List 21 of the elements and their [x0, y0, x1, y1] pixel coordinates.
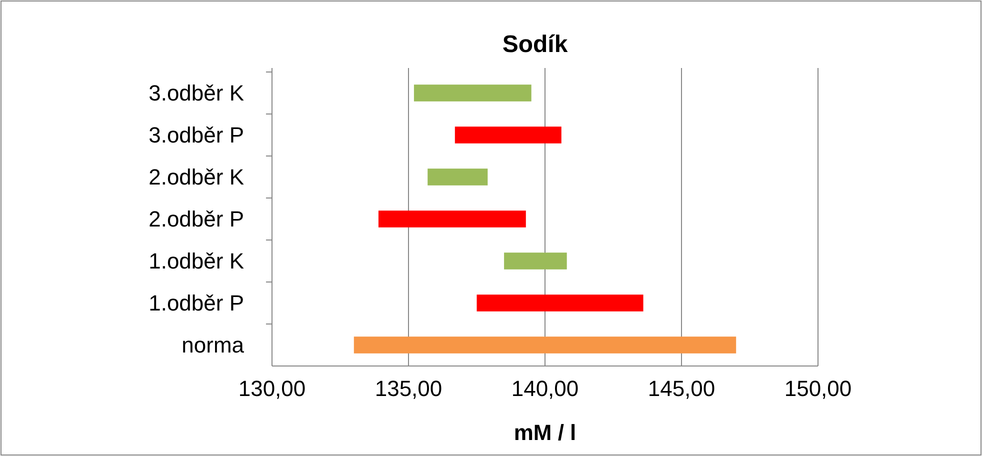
bar [354, 336, 736, 354]
y-tick-label: norma [182, 332, 245, 358]
y-tick-label: 3.odběr K [148, 80, 244, 106]
y-tick-label: 2.odběr P [148, 206, 244, 232]
bar [428, 168, 488, 186]
x-tick-label: 140,00 [511, 376, 579, 401]
y-tick-label: 2.odběr K [148, 164, 244, 190]
y-tick-label: 1.odběr K [148, 248, 244, 274]
bar [414, 84, 532, 102]
x-tick-label: 130,00 [238, 376, 306, 401]
chart-title: Sodík [502, 31, 568, 58]
bar [476, 294, 644, 312]
x-axis-title: mM / l [514, 420, 576, 445]
y-tick-label: 3.odběr P [148, 122, 244, 148]
bar [454, 126, 562, 144]
x-tick-label: 150,00 [784, 376, 852, 401]
y-tick-label: 1.odběr P [148, 290, 244, 316]
bar [378, 210, 526, 228]
x-tick-label: 135,00 [374, 376, 442, 401]
bar [504, 252, 567, 270]
x-tick-label: 145,00 [648, 376, 716, 401]
